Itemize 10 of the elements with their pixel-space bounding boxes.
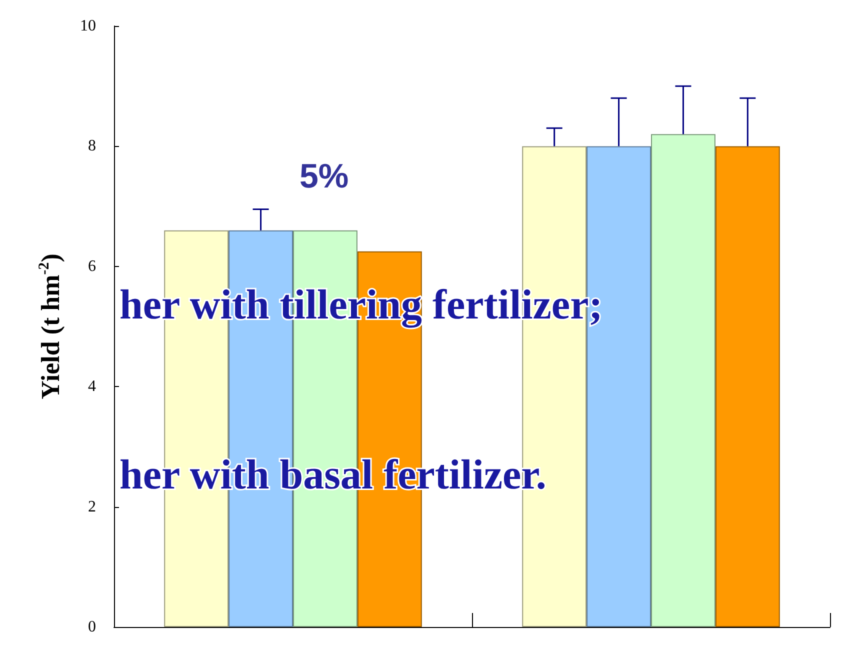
y-axis-title: Yield (t hm-2) [36, 254, 65, 400]
y-tick-label: 6 [88, 258, 96, 275]
y-tick-label: 4 [88, 378, 96, 396]
annotation: 5% [300, 158, 349, 196]
y-tick-label: 8 [88, 138, 96, 155]
bar [715, 146, 780, 627]
y-tick-label: 10 [80, 18, 96, 34]
bar [651, 134, 716, 627]
y-tick-label: 2 [88, 498, 96, 516]
y-tick-label: 0 [88, 618, 96, 636]
